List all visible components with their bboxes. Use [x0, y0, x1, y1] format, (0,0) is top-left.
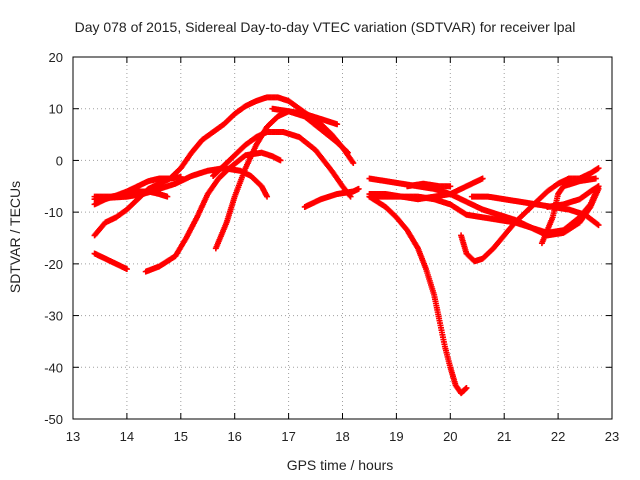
data-point [264, 193, 271, 200]
y-tick-label: 10 [49, 102, 63, 117]
data-point [479, 175, 486, 182]
data-markers [91, 94, 602, 397]
data-point [595, 222, 602, 229]
axis-ticks: 13 14 15 16 17 18 19 20 21 22 23 -50 -40 -30 -20 -10 0 10… [44, 50, 619, 444]
data-point [164, 193, 171, 200]
data-point [592, 175, 599, 182]
data-point [343, 148, 350, 155]
y-tick-label: -30 [44, 309, 63, 324]
x-tick-label: 17 [281, 429, 295, 444]
chart-title: Day 078 of 2015, Sidereal Day-to-day VTE… [75, 19, 576, 35]
x-tick-label: 16 [227, 429, 241, 444]
y-tick-label: -20 [44, 257, 63, 272]
y-tick-label: -50 [44, 412, 63, 427]
data-point [463, 384, 470, 391]
x-tick-label: 14 [120, 429, 134, 444]
x-tick-label: 20 [443, 429, 457, 444]
x-axis-label: GPS time / hours [287, 457, 394, 473]
data-point [344, 149, 351, 156]
y-axis-label: SDTVAR / TECUs [7, 181, 23, 293]
data-point [355, 185, 362, 192]
x-tick-label: 18 [335, 429, 349, 444]
series-arc13 [404, 180, 454, 190]
data-point [334, 121, 341, 128]
x-tick-label: 23 [605, 429, 619, 444]
series-arc5 [91, 188, 171, 200]
series-arc4 [91, 250, 130, 273]
y-tick-label: 20 [49, 50, 63, 65]
series-arc11 [366, 193, 470, 397]
data-point [123, 266, 130, 273]
y-tick-label: -40 [44, 360, 63, 375]
data-point [595, 183, 602, 190]
x-tick-label: 15 [174, 429, 188, 444]
y-tick-label: -10 [44, 205, 63, 220]
y-tick-label: 0 [56, 153, 63, 168]
x-tick-label: 19 [389, 429, 403, 444]
series-arc8 [210, 128, 354, 200]
series-arc16 [458, 165, 602, 265]
series-arc9 [269, 105, 341, 128]
x-tick-label: 22 [551, 429, 565, 444]
series-arc7 [212, 108, 351, 252]
series-arc10 [301, 185, 362, 210]
x-tick-label: 13 [66, 429, 80, 444]
data-point [447, 183, 454, 190]
data-point [277, 157, 284, 164]
series-arc19 [544, 183, 602, 210]
data-point [350, 160, 357, 167]
data-point [595, 165, 602, 172]
x-tick-label: 21 [497, 429, 511, 444]
grid-lines [73, 57, 612, 419]
series-arc15 [366, 183, 602, 236]
